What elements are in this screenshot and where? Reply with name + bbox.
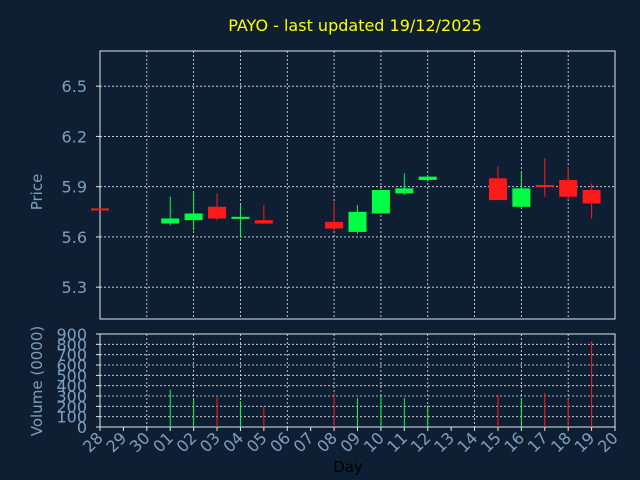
candle-body [535,185,554,187]
price-tick-label: 5.9 [62,178,87,197]
candle-body [231,216,250,219]
candle-body [418,176,437,180]
x-tick-labels: 2829300102030405060708091011121314151617… [79,427,622,456]
x-tick-label: 20 [594,428,622,456]
price-panel: 6.5 6.2 5.9 5.6 5.3 [62,50,616,320]
volume-tick-label: 600 [56,356,87,375]
volume-tick-label: 400 [56,377,87,396]
candle-body [348,211,367,232]
candle-body [512,188,531,207]
price-axis-label: Price [28,174,46,211]
candle-body [91,208,109,211]
candle-body [371,190,390,214]
candle-body [325,221,344,229]
price-tick-label: 6.5 [62,77,87,96]
candle-body [582,190,601,204]
candle-body [395,188,414,194]
volume-tick-label: 900 [56,325,87,344]
volume-tick-label: 500 [56,366,87,385]
price-tick-label: 5.3 [62,278,87,297]
candle-body [161,218,180,224]
volume-tick-label: 0 [77,418,87,437]
candle-body [184,213,203,221]
volume-axis-label: Volume (0000) [28,326,46,436]
price-tick-label: 6.2 [62,127,87,146]
candle-body [208,206,227,219]
candle-body [488,178,507,201]
candle-body [254,220,273,224]
chart-title: PAYO - last updated 19/12/2025 [228,16,482,35]
candle-body [559,179,578,197]
volume-tick-label: 700 [56,346,87,365]
volume-tick-label: 200 [56,397,87,416]
price-tick-label: 5.6 [62,228,87,247]
volume-tick-label: 100 [56,408,87,427]
volume-tick-label: 300 [56,387,87,406]
day-axis-label: Day [333,458,363,476]
volume-tick-label: 800 [56,335,87,354]
